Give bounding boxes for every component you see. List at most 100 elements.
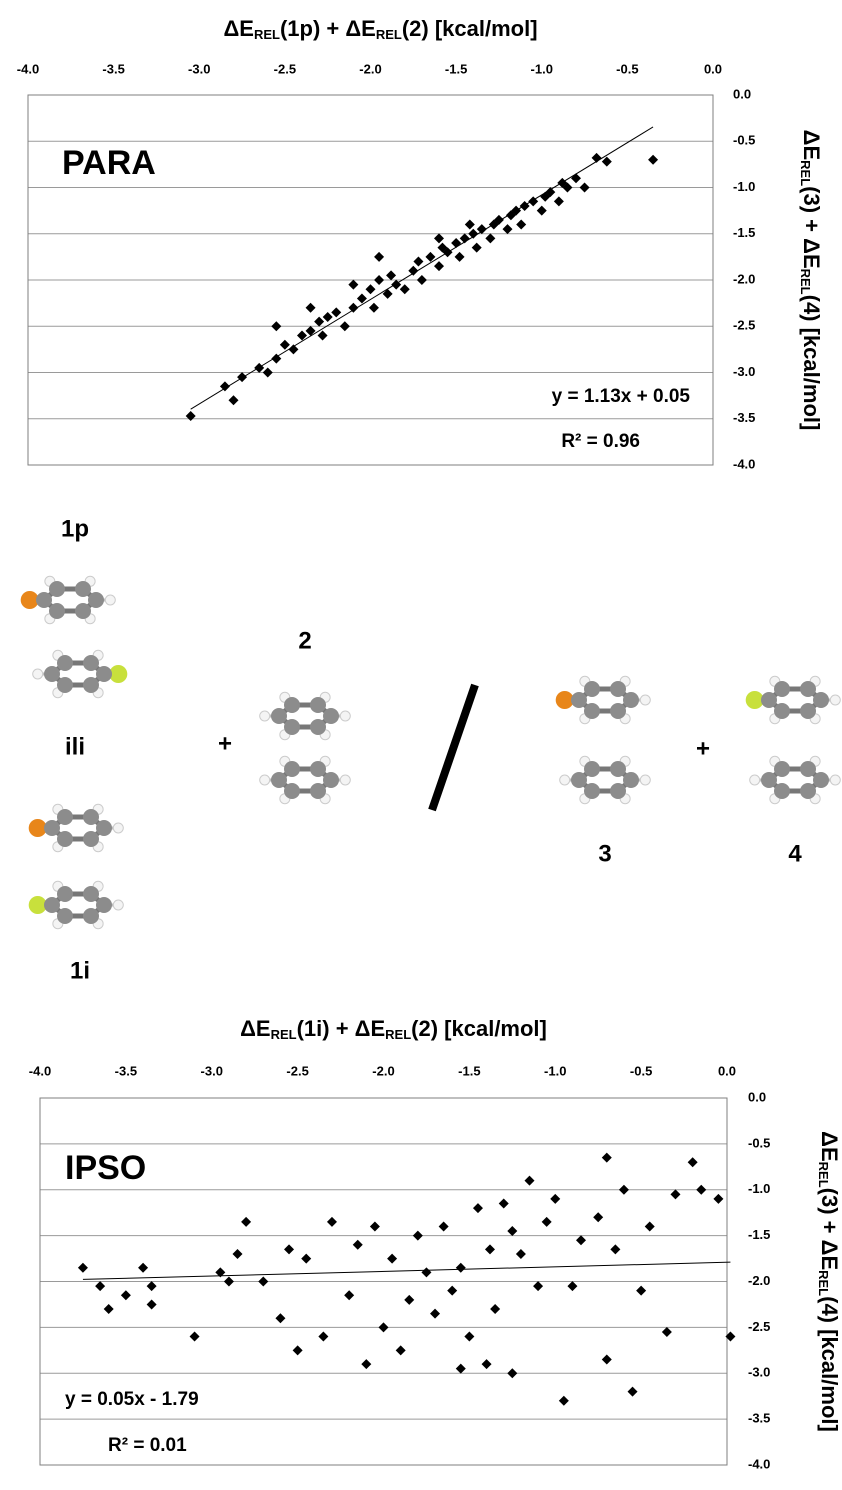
data-point <box>610 1244 620 1254</box>
carbon-atom <box>271 708 287 724</box>
data-point <box>447 1286 457 1296</box>
carbon-atom <box>800 703 816 719</box>
benzene-ring <box>260 692 351 739</box>
carbon-atom <box>610 703 626 719</box>
hydrogen-atom <box>560 775 570 785</box>
x-tick-label: -3.5 <box>102 61 124 76</box>
data-point <box>628 1387 638 1397</box>
data-point <box>369 303 379 313</box>
y-tick-label: -0.5 <box>733 133 755 148</box>
data-point <box>271 321 281 331</box>
x-tick-label: -2.0 <box>372 1063 394 1078</box>
x-tick-label: -1.5 <box>445 61 467 76</box>
data-point <box>258 1277 268 1287</box>
data-point <box>396 1345 406 1355</box>
hydrogen-atom <box>830 775 840 785</box>
divide-slash <box>432 685 475 810</box>
data-point <box>280 340 290 350</box>
y-tick-label: -0.5 <box>748 1135 770 1150</box>
y-tick-label: -3.0 <box>748 1365 770 1380</box>
data-point <box>571 173 581 183</box>
data-point <box>434 261 444 271</box>
hydrogen-atom <box>260 775 270 785</box>
carbon-atom <box>584 783 600 799</box>
data-point <box>696 1185 706 1195</box>
data-point <box>254 363 264 373</box>
label-part: ΔE <box>240 1016 271 1041</box>
x-tick-label: 0.0 <box>704 61 722 76</box>
molecule-label: ili <box>65 733 85 760</box>
data-point <box>503 224 513 234</box>
equation: y = 0.05x - 1.79 <box>65 1389 199 1410</box>
data-point <box>331 307 341 317</box>
data-point <box>237 372 247 382</box>
hydrogen-atom <box>340 775 350 785</box>
carbon-atom <box>75 581 91 597</box>
carbon-atom <box>584 681 600 697</box>
carbon-atom <box>57 908 73 924</box>
label-part: (3) + ΔE <box>817 1188 842 1270</box>
carbon-atom <box>96 820 112 836</box>
data-point <box>147 1299 157 1309</box>
carbon-atom <box>761 692 777 708</box>
label-part: (4) [kcal/mol] <box>817 1296 842 1432</box>
label-part: ΔE <box>799 130 824 161</box>
x-tick-label: -1.5 <box>458 1063 480 1078</box>
carbon-atom <box>310 697 326 713</box>
data-point <box>559 1396 569 1406</box>
carbon-atom <box>610 783 626 799</box>
carbon-atom <box>284 697 300 713</box>
data-point <box>379 1322 389 1332</box>
data-point <box>482 1359 492 1369</box>
label-part: ΔE <box>223 16 254 41</box>
y-axis-label: ΔEREL(3) + ΔEREL(4) [kcal/mol] <box>816 1131 842 1432</box>
data-point <box>366 284 376 294</box>
data-point <box>602 1354 612 1364</box>
data-point <box>542 1217 552 1227</box>
data-point <box>95 1281 105 1291</box>
y-tick-label: -1.5 <box>733 225 755 240</box>
data-point <box>662 1327 672 1337</box>
carbon-atom <box>88 592 104 608</box>
y-tick-label: -3.5 <box>748 1411 770 1426</box>
data-point <box>121 1290 131 1300</box>
data-point <box>507 1368 517 1378</box>
data-point <box>233 1249 243 1259</box>
y-tick-label: -1.5 <box>748 1227 770 1242</box>
data-point <box>413 1231 423 1241</box>
hydrogen-atom <box>105 595 115 605</box>
data-point <box>186 411 196 421</box>
y-tick-label: 0.0 <box>748 1089 766 1104</box>
data-point <box>314 317 324 327</box>
data-point <box>464 1332 474 1342</box>
y-tick-label: 0.0 <box>733 86 751 101</box>
data-point <box>370 1221 380 1231</box>
hydrogen-atom <box>340 711 350 721</box>
data-point <box>408 266 418 276</box>
carbon-atom <box>44 666 60 682</box>
data-point <box>645 1221 655 1231</box>
data-point <box>387 1254 397 1264</box>
carbon-atom <box>571 772 587 788</box>
label-part: (2) [kcal/mol] <box>402 16 538 41</box>
carbon-atom <box>96 666 112 682</box>
data-point <box>327 1217 337 1227</box>
carbon-atom <box>623 772 639 788</box>
benzene-ring <box>29 804 124 851</box>
r-squared: R² = 0.96 <box>561 431 640 452</box>
carbon-atom <box>57 677 73 693</box>
y-tick-label: -2.0 <box>748 1273 770 1288</box>
carbon-atom <box>774 681 790 697</box>
hydrogen-atom <box>113 823 123 833</box>
molecule-label: 1p <box>61 515 89 542</box>
label-part: (3) + ΔE <box>799 186 824 268</box>
carbon-atom <box>49 581 65 597</box>
carbon-atom <box>83 831 99 847</box>
data-point <box>451 238 461 248</box>
x-tick-label: 0.0 <box>718 1063 736 1078</box>
label-subscript: REL <box>816 1270 831 1296</box>
x-tick-label: -0.5 <box>630 1063 652 1078</box>
data-point <box>318 1332 328 1342</box>
data-point <box>323 312 333 322</box>
data-point <box>241 1217 251 1227</box>
